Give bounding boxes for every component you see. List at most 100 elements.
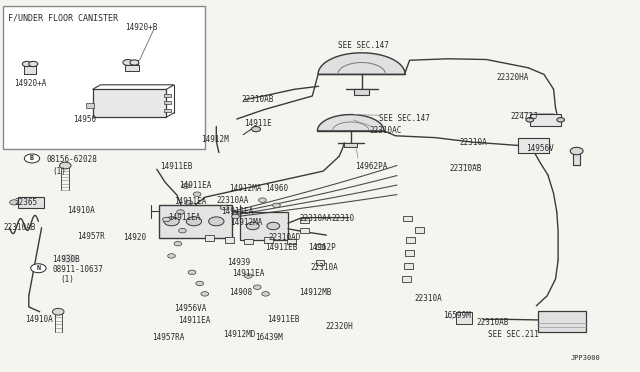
Bar bbox=[530, 114, 561, 126]
Circle shape bbox=[182, 184, 189, 188]
Bar bbox=[415, 227, 424, 232]
Circle shape bbox=[168, 254, 175, 258]
Bar bbox=[300, 218, 309, 223]
Bar bbox=[538, 311, 586, 332]
Text: 14912M: 14912M bbox=[202, 135, 229, 144]
Text: 22310A: 22310A bbox=[310, 263, 338, 272]
Circle shape bbox=[526, 118, 534, 122]
Bar bbox=[344, 143, 357, 147]
Text: (1): (1) bbox=[60, 275, 74, 284]
Bar bbox=[225, 237, 234, 243]
Text: 22320H: 22320H bbox=[325, 322, 353, 331]
Circle shape bbox=[262, 292, 269, 296]
Text: 14911E: 14911E bbox=[244, 119, 272, 128]
Text: 14920+B: 14920+B bbox=[125, 23, 157, 32]
Bar bbox=[264, 237, 273, 243]
Text: JPP3000: JPP3000 bbox=[571, 355, 600, 361]
Text: 14911EB: 14911EB bbox=[160, 162, 193, 171]
Text: 14911EA: 14911EA bbox=[168, 213, 200, 222]
Bar bbox=[159, 205, 232, 238]
Circle shape bbox=[179, 228, 186, 233]
Bar bbox=[287, 239, 296, 244]
Circle shape bbox=[22, 61, 31, 67]
Polygon shape bbox=[318, 53, 405, 74]
Circle shape bbox=[24, 154, 40, 163]
Bar bbox=[404, 263, 413, 269]
Text: 14911EA: 14911EA bbox=[178, 316, 211, 325]
Text: B: B bbox=[30, 155, 34, 161]
Text: 22310: 22310 bbox=[332, 214, 355, 223]
Circle shape bbox=[188, 270, 196, 275]
Circle shape bbox=[130, 60, 139, 65]
Text: 22310AB: 22310AB bbox=[449, 164, 482, 173]
Text: 14912MD: 14912MD bbox=[223, 330, 255, 339]
Text: SEE SEC.211: SEE SEC.211 bbox=[488, 330, 538, 339]
Text: 14957R: 14957R bbox=[77, 232, 104, 241]
Text: 16599M: 16599M bbox=[443, 311, 470, 320]
Bar bbox=[402, 276, 411, 282]
Text: 14930B: 14930B bbox=[52, 255, 80, 264]
Bar bbox=[24, 66, 36, 74]
Text: 14908: 14908 bbox=[229, 288, 252, 296]
Bar bbox=[405, 250, 414, 256]
Circle shape bbox=[10, 200, 19, 205]
Circle shape bbox=[193, 192, 201, 196]
Text: 14962P: 14962P bbox=[308, 243, 336, 252]
Circle shape bbox=[163, 217, 170, 222]
Text: 14920+A: 14920+A bbox=[14, 79, 47, 88]
Bar bbox=[86, 103, 94, 108]
Text: 14910A: 14910A bbox=[67, 206, 95, 215]
Text: 14911EA: 14911EA bbox=[174, 197, 207, 206]
Circle shape bbox=[164, 217, 179, 226]
Circle shape bbox=[201, 292, 209, 296]
Bar bbox=[300, 228, 309, 233]
Text: 22310AD: 22310AD bbox=[269, 233, 301, 242]
Text: 14910A: 14910A bbox=[26, 315, 53, 324]
Text: SEE SEC.147: SEE SEC.147 bbox=[379, 114, 429, 123]
Text: 22310AB: 22310AB bbox=[477, 318, 509, 327]
Text: 14956V: 14956V bbox=[526, 144, 554, 153]
Circle shape bbox=[123, 60, 133, 65]
Text: 14912MA: 14912MA bbox=[230, 218, 263, 227]
Circle shape bbox=[186, 217, 202, 226]
Text: 14911EB: 14911EB bbox=[268, 315, 300, 324]
Circle shape bbox=[557, 118, 564, 122]
Text: 14956VA: 14956VA bbox=[174, 304, 207, 312]
Text: 14962PA: 14962PA bbox=[355, 162, 388, 171]
Circle shape bbox=[273, 203, 280, 208]
Circle shape bbox=[52, 308, 64, 315]
Bar bbox=[403, 216, 412, 221]
Circle shape bbox=[196, 281, 204, 286]
Text: 14957RA: 14957RA bbox=[152, 333, 185, 342]
Circle shape bbox=[174, 241, 182, 246]
Bar bbox=[354, 89, 369, 95]
Text: 14920: 14920 bbox=[123, 233, 146, 242]
Text: 14911EA: 14911EA bbox=[232, 269, 264, 278]
Circle shape bbox=[259, 198, 266, 202]
Text: 14950: 14950 bbox=[74, 115, 97, 124]
Text: 22310AB: 22310AB bbox=[3, 223, 36, 232]
Bar bbox=[3, 6, 205, 149]
Circle shape bbox=[244, 274, 252, 278]
Text: 22320HA: 22320HA bbox=[496, 73, 529, 82]
Text: 14911EB: 14911EB bbox=[266, 243, 298, 252]
Bar bbox=[316, 244, 324, 249]
Bar bbox=[93, 89, 166, 117]
Circle shape bbox=[177, 210, 184, 214]
Bar bbox=[456, 312, 472, 324]
Text: 14912MB: 14912MB bbox=[300, 288, 332, 296]
Text: 22365: 22365 bbox=[14, 198, 37, 207]
Circle shape bbox=[232, 214, 239, 219]
Circle shape bbox=[60, 162, 71, 169]
Circle shape bbox=[185, 201, 193, 205]
Text: 22310AA: 22310AA bbox=[216, 196, 249, 205]
Text: 08156-62028: 08156-62028 bbox=[46, 155, 97, 164]
Text: 08911-10637: 08911-10637 bbox=[52, 265, 103, 274]
Circle shape bbox=[252, 126, 260, 132]
Circle shape bbox=[29, 61, 38, 67]
Text: 22310A: 22310A bbox=[460, 138, 487, 147]
Bar bbox=[125, 65, 139, 71]
Text: 22310AA: 22310AA bbox=[300, 214, 332, 223]
Text: (1): (1) bbox=[52, 167, 67, 176]
Bar bbox=[205, 235, 214, 241]
